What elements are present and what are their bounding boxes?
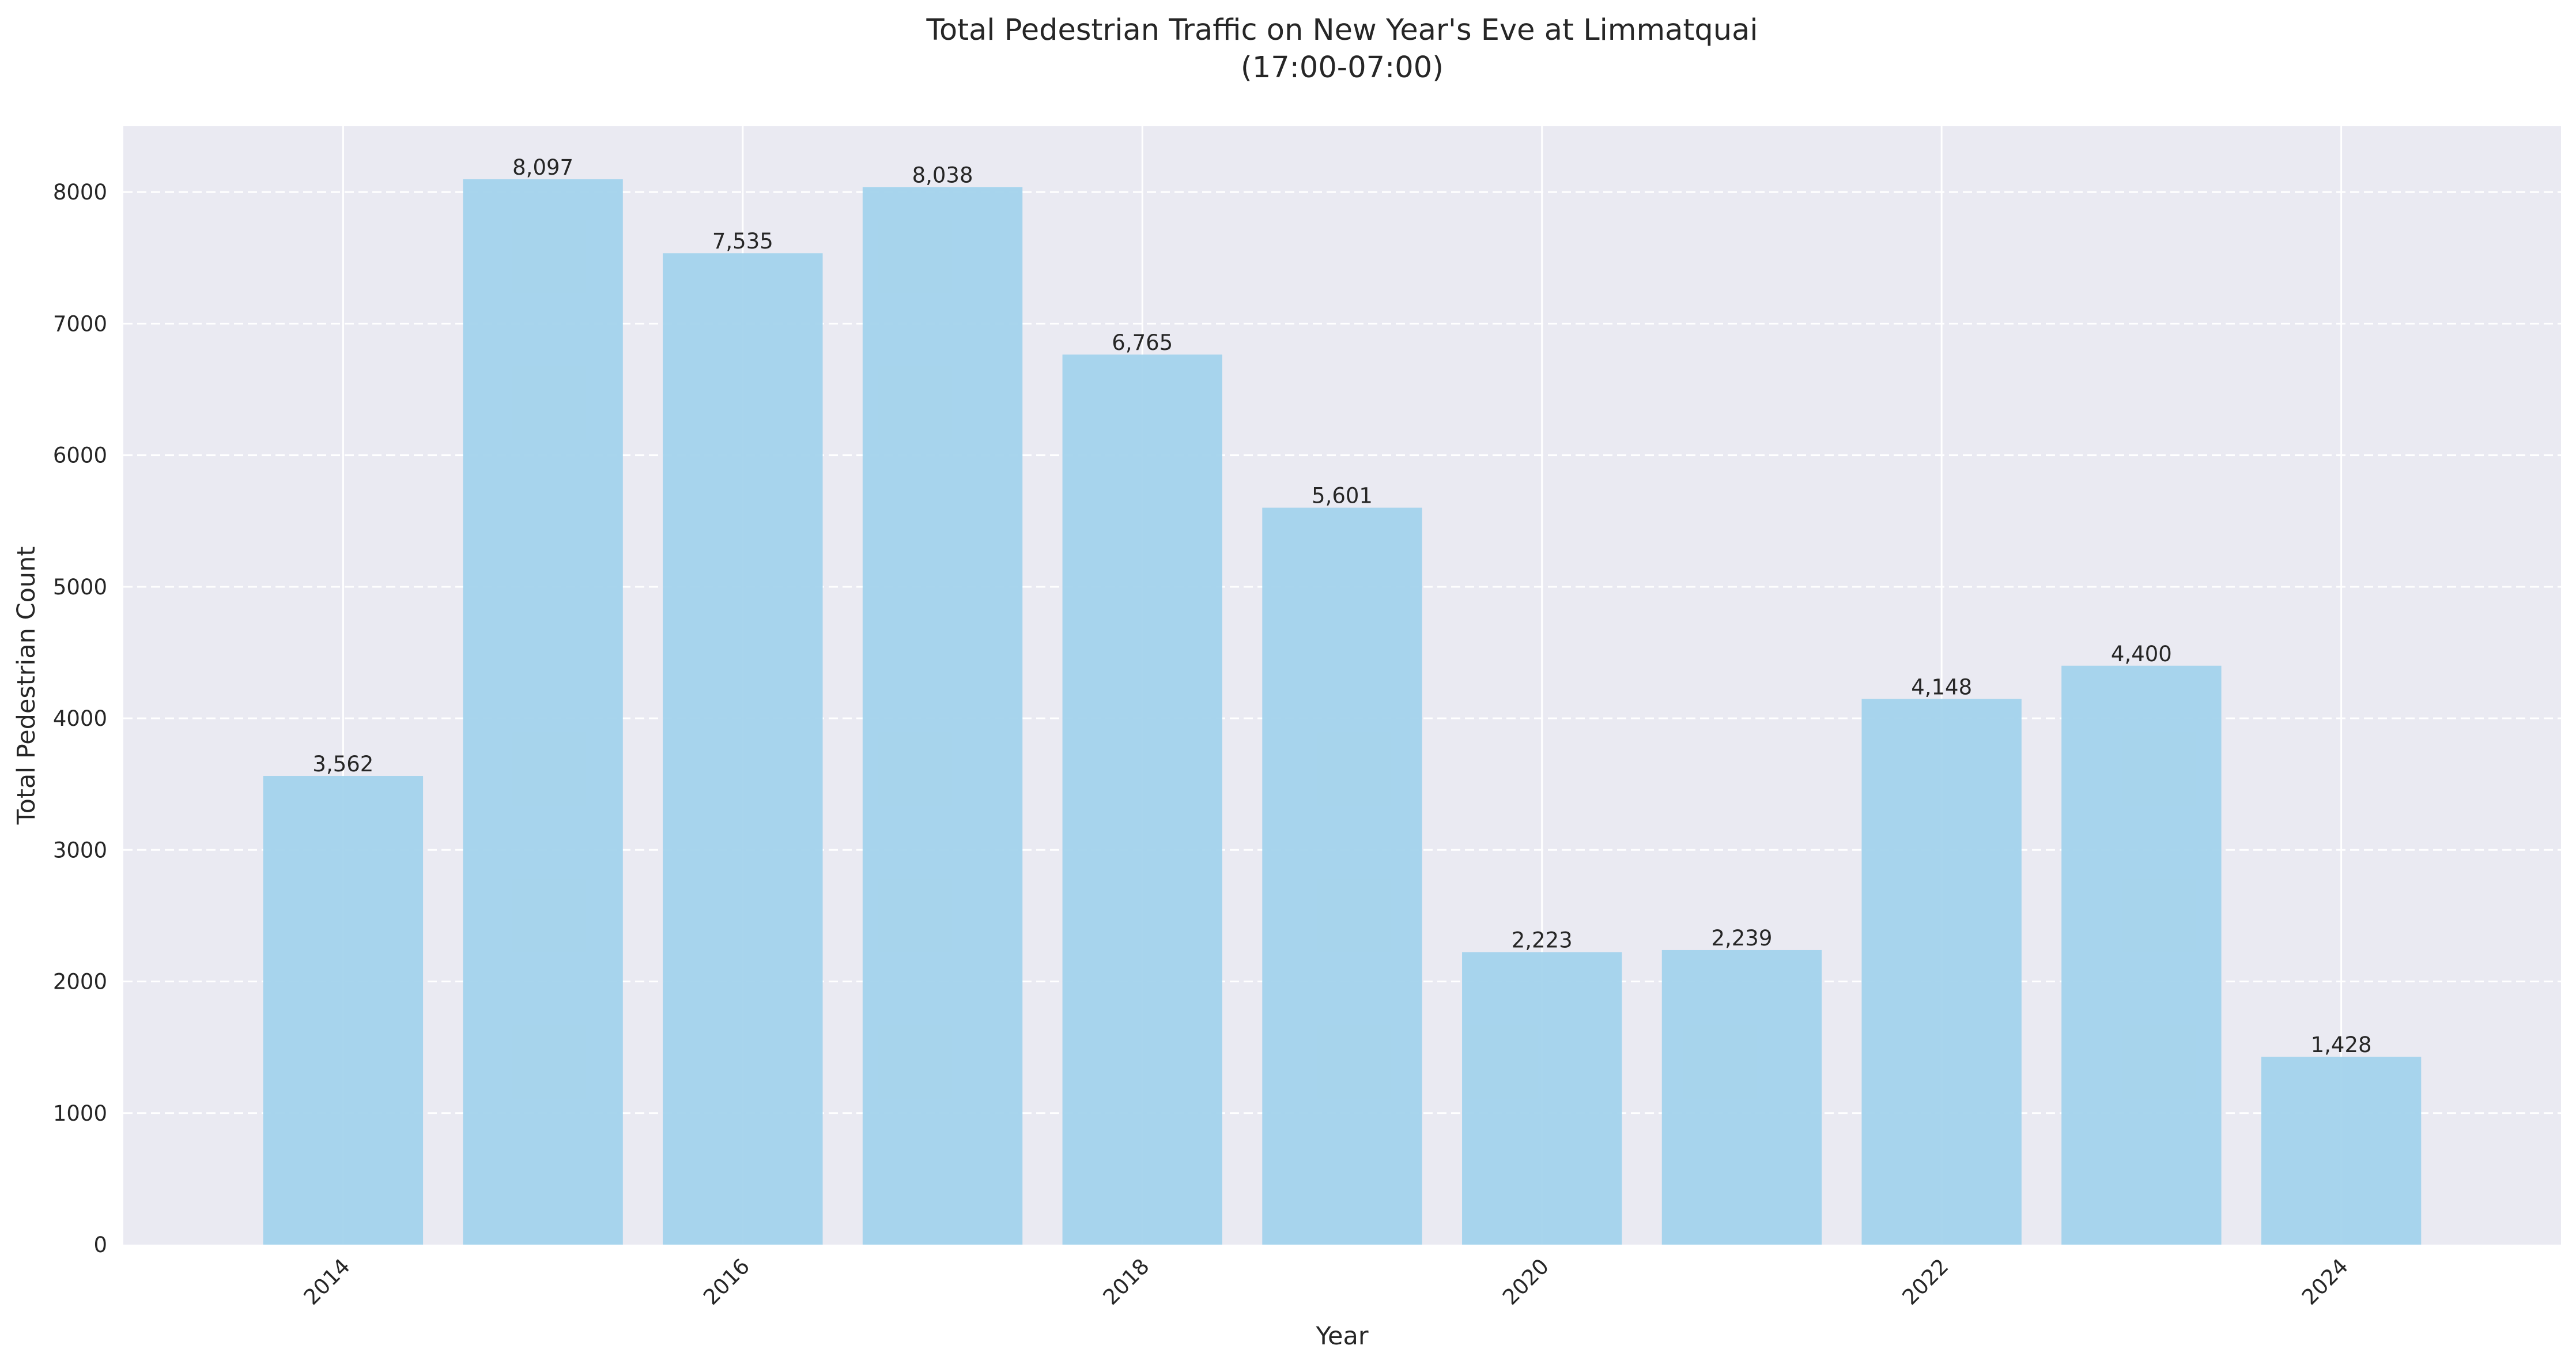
bar xyxy=(1062,354,1222,1245)
y-tick-labels: 0 1000 2000 3000 4000 5000 6000 7000 8000 xyxy=(53,180,107,1257)
y-tick-label: 6000 xyxy=(53,443,107,468)
bar-value-label: 1,428 xyxy=(2311,1032,2372,1057)
x-tick-label: 2018 xyxy=(1098,1254,1154,1310)
bar xyxy=(663,253,823,1245)
bar-value-label: 6,765 xyxy=(1112,330,1173,355)
y-axis-label: Total Pedestrian Count xyxy=(12,547,41,826)
bars xyxy=(263,179,2422,1245)
bar-value-label: 7,535 xyxy=(712,229,773,254)
bar-value-label: 2,223 xyxy=(1512,928,1573,953)
x-tick-labels: 2014 2016 2018 2020 2022 2024 xyxy=(299,1254,2353,1310)
bar-value-label: 3,562 xyxy=(312,752,373,777)
y-tick-label: 3000 xyxy=(53,838,107,862)
bar xyxy=(1861,699,2022,1245)
bar xyxy=(1661,949,1822,1245)
bar xyxy=(862,187,1023,1245)
chart-subtitle: (17:00-07:00) xyxy=(1241,51,1444,85)
y-tick-label: 8000 xyxy=(53,180,107,205)
x-tick-label: 2016 xyxy=(698,1254,754,1310)
bar-value-labels: 3,562 8,097 7,535 8,038 6,765 5,601 2,223 2,239… xyxy=(312,155,2371,1057)
y-tick-label: 2000 xyxy=(53,970,107,994)
chart-title: Total Pedestrian Traffic on New Year's E… xyxy=(926,13,1758,47)
x-tick-label: 2024 xyxy=(2297,1254,2353,1310)
bar xyxy=(1262,507,1422,1245)
x-tick-label: 2022 xyxy=(1898,1254,1954,1310)
bar-value-label: 4,148 xyxy=(1911,674,1972,699)
y-tick-label: 0 xyxy=(93,1233,107,1257)
x-tick-label: 2020 xyxy=(1498,1254,1554,1310)
bar-value-label: 8,038 xyxy=(912,163,973,187)
bar-value-label: 5,601 xyxy=(1312,484,1373,508)
bar xyxy=(1462,952,1622,1245)
y-tick-label: 7000 xyxy=(53,311,107,336)
bar-value-label: 4,400 xyxy=(2111,642,2172,666)
y-tick-label: 1000 xyxy=(53,1101,107,1126)
x-axis-label: Year xyxy=(1315,1322,1368,1351)
bar-value-label: 2,239 xyxy=(1711,926,1772,951)
bar xyxy=(463,179,623,1245)
x-tick-label: 2014 xyxy=(299,1254,355,1310)
y-tick-label: 4000 xyxy=(53,706,107,731)
bar-value-label: 8,097 xyxy=(512,155,573,180)
bar xyxy=(2061,665,2222,1245)
bar xyxy=(263,776,424,1245)
y-tick-label: 5000 xyxy=(53,575,107,600)
bar xyxy=(2261,1057,2422,1245)
